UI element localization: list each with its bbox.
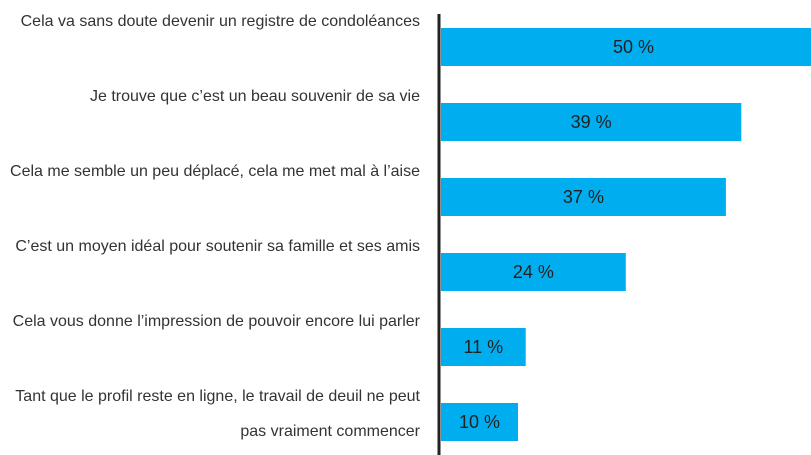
value-label: 39 %	[571, 112, 612, 132]
bar	[441, 403, 518, 441]
bar	[441, 253, 626, 291]
category-label: Cela vous donne l’impression de pouvoir …	[12, 313, 420, 330]
value-label: 11 %	[463, 337, 503, 357]
value-label: 37 %	[563, 187, 604, 207]
value-label: 50 %	[613, 37, 654, 57]
category-label: Cela va sans doute devenir un registre d…	[20, 13, 420, 30]
value-label: 24 %	[513, 262, 554, 282]
bar	[441, 103, 742, 141]
bar	[441, 178, 726, 216]
category-label: Cela me semble un peu déplacé, cela me m…	[10, 163, 420, 180]
bar	[441, 328, 526, 366]
category-label: C’est un moyen idéal pour soutenir sa fa…	[15, 238, 420, 255]
bar	[441, 28, 811, 66]
category-label: Tant que le profil reste en ligne, le tr…	[15, 388, 420, 440]
value-label: 10 %	[459, 412, 500, 432]
category-label: Je trouve que c’est un beau souvenir de …	[90, 88, 420, 105]
